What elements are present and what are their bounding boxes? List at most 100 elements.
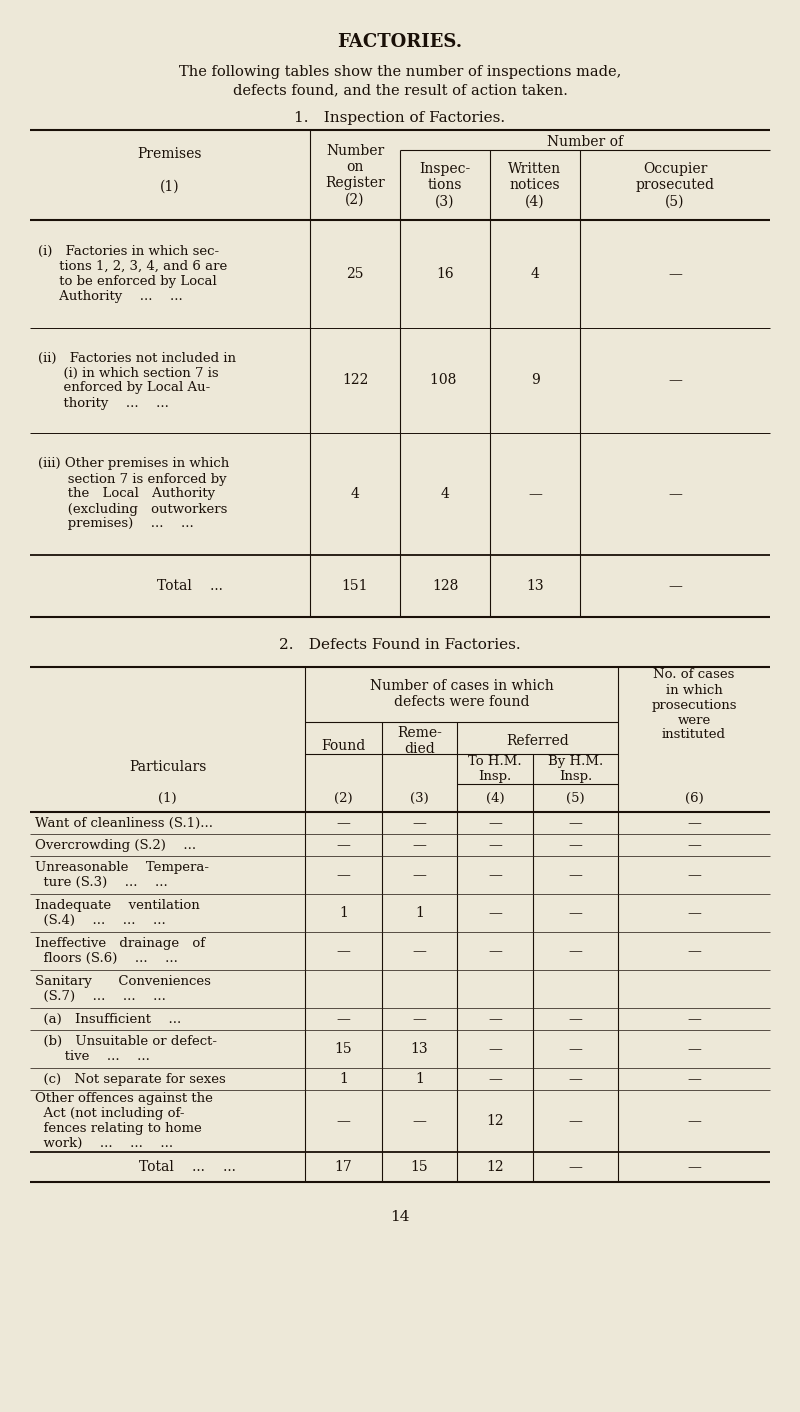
Text: Particulars: Particulars bbox=[129, 760, 206, 774]
Text: —: — bbox=[488, 907, 502, 921]
Text: 16: 16 bbox=[436, 267, 454, 281]
Text: —: — bbox=[569, 1072, 582, 1086]
Text: Number of: Number of bbox=[547, 136, 623, 150]
Text: 4: 4 bbox=[441, 487, 450, 501]
Text: —: — bbox=[569, 816, 582, 830]
Text: Total  ...  ...: Total ... ... bbox=[139, 1161, 236, 1173]
Text: Found: Found bbox=[322, 738, 366, 753]
Text: —: — bbox=[488, 1012, 502, 1027]
Text: Unreasonable  Tempera-
  ture (S.3)  ...  ...: Unreasonable Tempera- ture (S.3) ... ... bbox=[35, 861, 209, 890]
Text: —: — bbox=[488, 868, 502, 882]
Text: Inadequate  ventilation
  (S.4)  ...  ...  ...: Inadequate ventilation (S.4) ... ... ... bbox=[35, 899, 200, 928]
Text: Occupier
prosecuted
(5): Occupier prosecuted (5) bbox=[635, 162, 714, 208]
Text: 13: 13 bbox=[410, 1042, 428, 1056]
Text: —: — bbox=[488, 837, 502, 851]
Text: (3): (3) bbox=[410, 792, 429, 805]
Text: (1): (1) bbox=[158, 792, 177, 805]
Text: —: — bbox=[569, 1042, 582, 1056]
Text: (6): (6) bbox=[685, 792, 703, 805]
Text: —: — bbox=[687, 868, 701, 882]
Text: Inspec-
tions
(3): Inspec- tions (3) bbox=[419, 162, 470, 208]
Text: 9: 9 bbox=[530, 374, 539, 387]
Text: Ineffective drainage of
  floors (S.6)  ...  ...: Ineffective drainage of floors (S.6) ...… bbox=[35, 938, 205, 964]
Text: FACTORIES.: FACTORIES. bbox=[338, 32, 462, 51]
Text: —: — bbox=[687, 945, 701, 957]
Text: —: — bbox=[413, 1012, 426, 1027]
Text: —: — bbox=[337, 1114, 350, 1128]
Text: (i) Factories in which sec-
     tions 1, 2, 3, 4, and 6 are
     to be enforced: (i) Factories in which sec- tions 1, 2, … bbox=[38, 246, 227, 304]
Text: 12: 12 bbox=[486, 1114, 504, 1128]
Text: —: — bbox=[488, 816, 502, 830]
Text: —: — bbox=[337, 837, 350, 851]
Text: 15: 15 bbox=[410, 1161, 428, 1173]
Text: —: — bbox=[413, 945, 426, 957]
Text: 13: 13 bbox=[526, 579, 544, 593]
Text: —: — bbox=[687, 1072, 701, 1086]
Text: No. of cases
in which
prosecutions
were
instituted: No. of cases in which prosecutions were … bbox=[651, 668, 737, 741]
Text: Written
notices
(4): Written notices (4) bbox=[509, 162, 562, 208]
Text: (4): (4) bbox=[486, 792, 504, 805]
Text: 1: 1 bbox=[339, 1072, 348, 1086]
Text: —: — bbox=[528, 487, 542, 501]
Text: Total  ...: Total ... bbox=[157, 579, 223, 593]
Text: —: — bbox=[668, 374, 682, 387]
Text: defects found, and the result of action taken.: defects found, and the result of action … bbox=[233, 83, 567, 97]
Text: —: — bbox=[569, 945, 582, 957]
Text: The following tables show the number of inspections made,: The following tables show the number of … bbox=[179, 65, 621, 79]
Text: —: — bbox=[687, 1042, 701, 1056]
Text: 1: 1 bbox=[415, 1072, 424, 1086]
Text: Want of cleanliness (S.1)...: Want of cleanliness (S.1)... bbox=[35, 816, 213, 829]
Text: 2. Defects Found in Factories.: 2. Defects Found in Factories. bbox=[279, 638, 521, 652]
Text: —: — bbox=[569, 1114, 582, 1128]
Text: —: — bbox=[337, 1012, 350, 1027]
Text: —: — bbox=[687, 1012, 701, 1027]
Text: —: — bbox=[668, 267, 682, 281]
Text: (a) Insufficient  ...: (a) Insufficient ... bbox=[35, 1012, 182, 1025]
Text: (iii) Other premises in which
       section 7 is enforced by
       the Local A: (iii) Other premises in which section 7 … bbox=[38, 457, 230, 531]
Text: Number
on
Register
(2): Number on Register (2) bbox=[325, 144, 385, 206]
Text: 25: 25 bbox=[346, 267, 364, 281]
Text: —: — bbox=[488, 1042, 502, 1056]
Text: Referred: Referred bbox=[506, 734, 569, 748]
Text: 17: 17 bbox=[334, 1161, 352, 1173]
Text: —: — bbox=[687, 907, 701, 921]
Text: Sanitary  Conveniences
  (S.7)  ...  ...  ...: Sanitary Conveniences (S.7) ... ... ... bbox=[35, 976, 211, 1003]
Text: 122: 122 bbox=[342, 374, 368, 387]
Text: —: — bbox=[569, 907, 582, 921]
Text: —: — bbox=[687, 1114, 701, 1128]
Text: (c) Not separate for sexes: (c) Not separate for sexes bbox=[35, 1073, 226, 1086]
Text: 4: 4 bbox=[530, 267, 539, 281]
Text: —: — bbox=[687, 837, 701, 851]
Text: —: — bbox=[569, 868, 582, 882]
Text: (2): (2) bbox=[334, 792, 353, 805]
Text: —: — bbox=[413, 868, 426, 882]
Text: —: — bbox=[337, 868, 350, 882]
Text: 12: 12 bbox=[486, 1161, 504, 1173]
Text: —: — bbox=[488, 1072, 502, 1086]
Text: 128: 128 bbox=[432, 579, 458, 593]
Text: 1: 1 bbox=[339, 907, 348, 921]
Text: —: — bbox=[413, 816, 426, 830]
Text: To H.M.
Insp.: To H.M. Insp. bbox=[468, 755, 522, 784]
Text: 1. Inspection of Factories.: 1. Inspection of Factories. bbox=[294, 112, 506, 126]
Text: —: — bbox=[337, 945, 350, 957]
Text: —: — bbox=[569, 1012, 582, 1027]
Text: —: — bbox=[668, 487, 682, 501]
Text: Other offences against the
  Act (not including of-
  fences relating to home
  : Other offences against the Act (not incl… bbox=[35, 1091, 213, 1149]
Text: (5): (5) bbox=[566, 792, 585, 805]
Text: 14: 14 bbox=[390, 1210, 410, 1224]
Text: 1: 1 bbox=[415, 907, 424, 921]
Text: —: — bbox=[668, 579, 682, 593]
Text: —: — bbox=[569, 1161, 582, 1173]
Text: Premises

(1): Premises (1) bbox=[138, 147, 202, 193]
Text: —: — bbox=[687, 816, 701, 830]
Text: —: — bbox=[569, 837, 582, 851]
Text: 4: 4 bbox=[350, 487, 359, 501]
Text: —: — bbox=[413, 837, 426, 851]
Text: (b) Unsuitable or defect-
       tive  ...  ...: (b) Unsuitable or defect- tive ... ... bbox=[35, 1035, 217, 1063]
Text: By H.M.
Insp.: By H.M. Insp. bbox=[548, 755, 603, 784]
Text: (ii) Factories not included in
      (i) in which section 7 is
      enforced by: (ii) Factories not included in (i) in wh… bbox=[38, 352, 236, 409]
Text: 151: 151 bbox=[342, 579, 368, 593]
Text: —: — bbox=[687, 1161, 701, 1173]
Text: Number of cases in which
defects were found: Number of cases in which defects were fo… bbox=[370, 679, 554, 709]
